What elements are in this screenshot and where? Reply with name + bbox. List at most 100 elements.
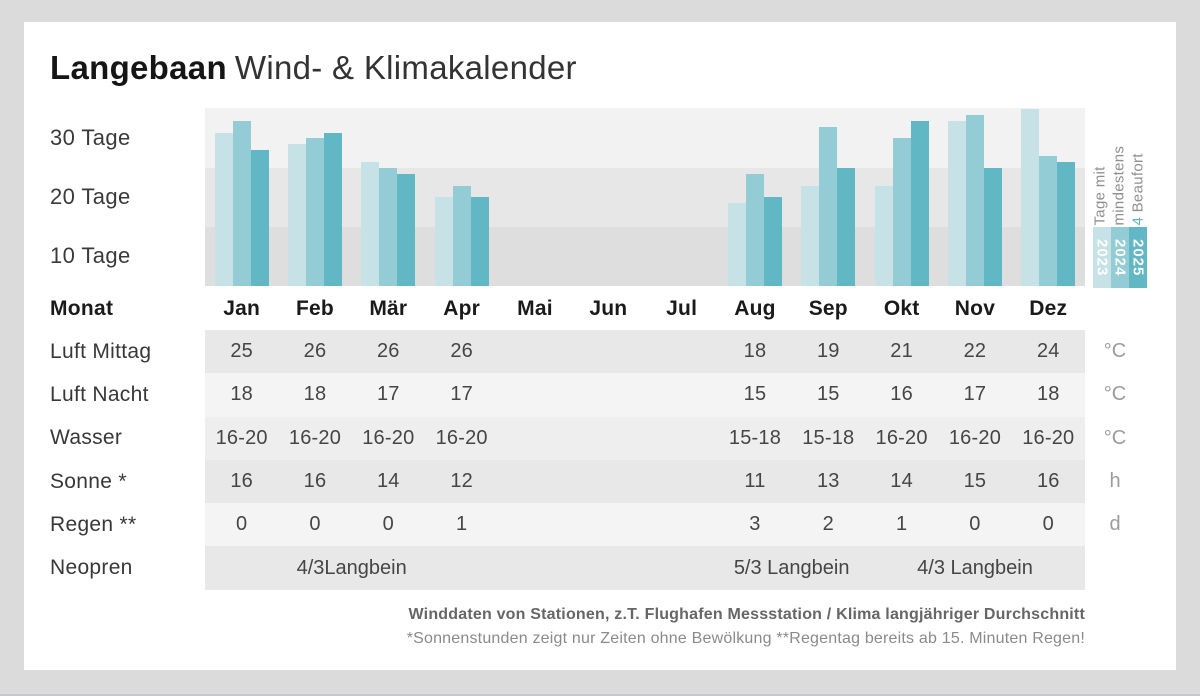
row-label-wasser: Wasser xyxy=(50,426,123,450)
cell-luft-mittag: 24 xyxy=(1036,340,1060,363)
cell-luft-nacht: 17 xyxy=(450,383,473,406)
neopren-span-1: 4/3Langbein xyxy=(296,556,407,579)
legend-title-line3: 4 Beaufort xyxy=(1129,105,1148,226)
bar-group-apr xyxy=(425,108,498,286)
cell-regen: 0 xyxy=(969,513,981,536)
bar-group-okt xyxy=(865,108,938,286)
unit-label: d xyxy=(1109,513,1121,536)
legend-title-line1: Tage mit xyxy=(1091,166,1109,226)
cell-luft-mittag: 21 xyxy=(890,340,913,363)
cell-regen: 0 xyxy=(236,513,248,536)
bar-group-nov xyxy=(938,108,1011,286)
bar-2025-sep xyxy=(837,168,856,286)
row-band-sonne: 16 16 14 12 11 13 14 15 16 xyxy=(205,459,1085,504)
cell-sonne: 13 xyxy=(816,470,840,493)
row-label-neopren: Neopren xyxy=(50,556,133,580)
cell-luft-mittag: 18 xyxy=(743,340,767,363)
bar-group-jan xyxy=(205,108,278,286)
legend-beaufort-number: 4 xyxy=(1129,216,1147,226)
chart-band-10-20 xyxy=(205,168,1085,227)
row-unit-sonne: h xyxy=(1085,460,1176,503)
footer-source: Winddaten von Stationen, z.T. Flughafen … xyxy=(408,606,1085,623)
cell-wasser: 16-20 xyxy=(875,426,928,449)
bar-2024-nov xyxy=(965,115,984,286)
table-row-luft-mittag: Luft Mittag 25 26 26 26 18 19 21 22 24 °C xyxy=(24,330,1176,374)
cell-sonne xyxy=(645,460,718,503)
row-band-regen: 0 0 0 1 3 2 1 0 0 xyxy=(205,503,1085,547)
legend-beaufort-text: Beaufort xyxy=(1129,153,1147,217)
bar-2025-apr xyxy=(470,197,489,286)
month-header-feb: Feb xyxy=(296,297,334,320)
y-axis-tick-20: 20 Tage xyxy=(50,184,131,209)
bar-2024-dez xyxy=(1039,156,1058,286)
row-unit-luft-mittag: °C xyxy=(1085,330,1176,373)
cell-regen: 0 xyxy=(1042,513,1054,536)
cell-wasser: 16-20 xyxy=(1022,426,1075,449)
cell-luft-nacht xyxy=(645,373,718,416)
cell-sonne: 15 xyxy=(963,470,987,493)
calendar-card: Langebaan Wind- & Klimakalender 30 Tage 2… xyxy=(24,22,1176,670)
month-header-mai: Mai xyxy=(517,297,553,320)
cell-regen xyxy=(645,503,718,546)
bar-group-sep xyxy=(792,108,865,286)
cell-luft-nacht: 17 xyxy=(376,383,400,406)
climate-table: Monat Jan Feb Mär Apr Mai Jun Jul Aug Sep Okt Nov De… xyxy=(24,288,1176,590)
bar-2024-feb xyxy=(305,138,324,286)
bar-2024-mär xyxy=(379,168,398,286)
cell-luft-mittag: 26 xyxy=(450,340,473,363)
cell-regen: 1 xyxy=(895,513,908,536)
bar-group-aug xyxy=(718,108,791,286)
legend-year-2023: 2023 xyxy=(1093,227,1111,288)
bar-2023-dez xyxy=(1021,109,1040,286)
bar-group-mai xyxy=(498,108,571,286)
unit-label: °C xyxy=(1103,426,1127,449)
cell-luft-mittag: 26 xyxy=(303,340,327,363)
unit-label: h xyxy=(1109,470,1121,493)
bar-2024-jan xyxy=(232,121,251,286)
row-label-sonne: Sonne * xyxy=(50,469,127,493)
chart-band-20-30 xyxy=(205,108,1085,168)
neopren-span-2: 5/3 Langbein xyxy=(733,556,850,579)
table-row-sonne: Sonne * 16 16 14 12 11 13 14 15 16 h xyxy=(24,459,1176,504)
wind-bar-chart xyxy=(205,108,1085,286)
bar-group-dez xyxy=(1012,108,1085,286)
cell-wasser: 16-20 xyxy=(288,426,342,449)
month-header-aug: Aug xyxy=(734,297,776,320)
cell-luft-mittag xyxy=(572,330,645,373)
chart-legend-title: Tage mit mindestens 4 Beaufort xyxy=(1091,105,1149,226)
bar-2024-sep xyxy=(819,127,838,286)
cell-sonne xyxy=(498,460,571,503)
row-label-regen: Regen ** xyxy=(50,512,137,536)
month-header-okt: Okt xyxy=(883,297,920,320)
cell-luft-nacht: 16 xyxy=(890,383,913,406)
cell-regen: 2 xyxy=(822,513,834,536)
cell-regen xyxy=(572,503,645,546)
bar-2023-apr xyxy=(434,197,453,286)
cell-luft-nacht: 15 xyxy=(743,383,767,406)
bar-2023-sep xyxy=(801,186,820,286)
month-header-dez: Dez xyxy=(1029,297,1068,320)
bar-2023-nov xyxy=(947,121,966,286)
chart-band-0-10 xyxy=(205,227,1085,286)
table-row-luft-nacht: Luft Nacht 18 18 17 17 15 15 16 17 18 °C xyxy=(24,373,1176,417)
legend-year-2025: 2025 xyxy=(1129,227,1147,288)
row-unit-monat xyxy=(1085,288,1176,330)
unit-label: °C xyxy=(1103,383,1127,406)
bar-group-feb xyxy=(278,108,351,286)
row-unit-neopren xyxy=(1085,546,1176,589)
bar-2025-feb xyxy=(323,133,342,286)
footer-notes: *Sonnenstunden zeigt nur Zeiten ohne Bew… xyxy=(406,630,1085,647)
cell-wasser: 15-18 xyxy=(802,426,855,449)
legend-year-label: 2023 xyxy=(1093,238,1111,277)
table-row-regen: Regen ** 0 0 0 1 3 2 1 0 0 d xyxy=(24,503,1176,547)
y-axis-tick-10: 10 Tage xyxy=(50,243,131,268)
bar-2023-feb xyxy=(287,144,306,286)
cell-wasser: 16-20 xyxy=(435,426,488,449)
row-unit-luft-nacht: °C xyxy=(1085,373,1176,416)
month-header-jun: Jun xyxy=(589,297,628,320)
cell-regen: 0 xyxy=(309,513,321,536)
month-header-sep: Sep xyxy=(808,297,848,320)
neopren-span-3: 4/3 Langbein xyxy=(917,556,1033,579)
bar-2025-okt xyxy=(910,121,929,286)
